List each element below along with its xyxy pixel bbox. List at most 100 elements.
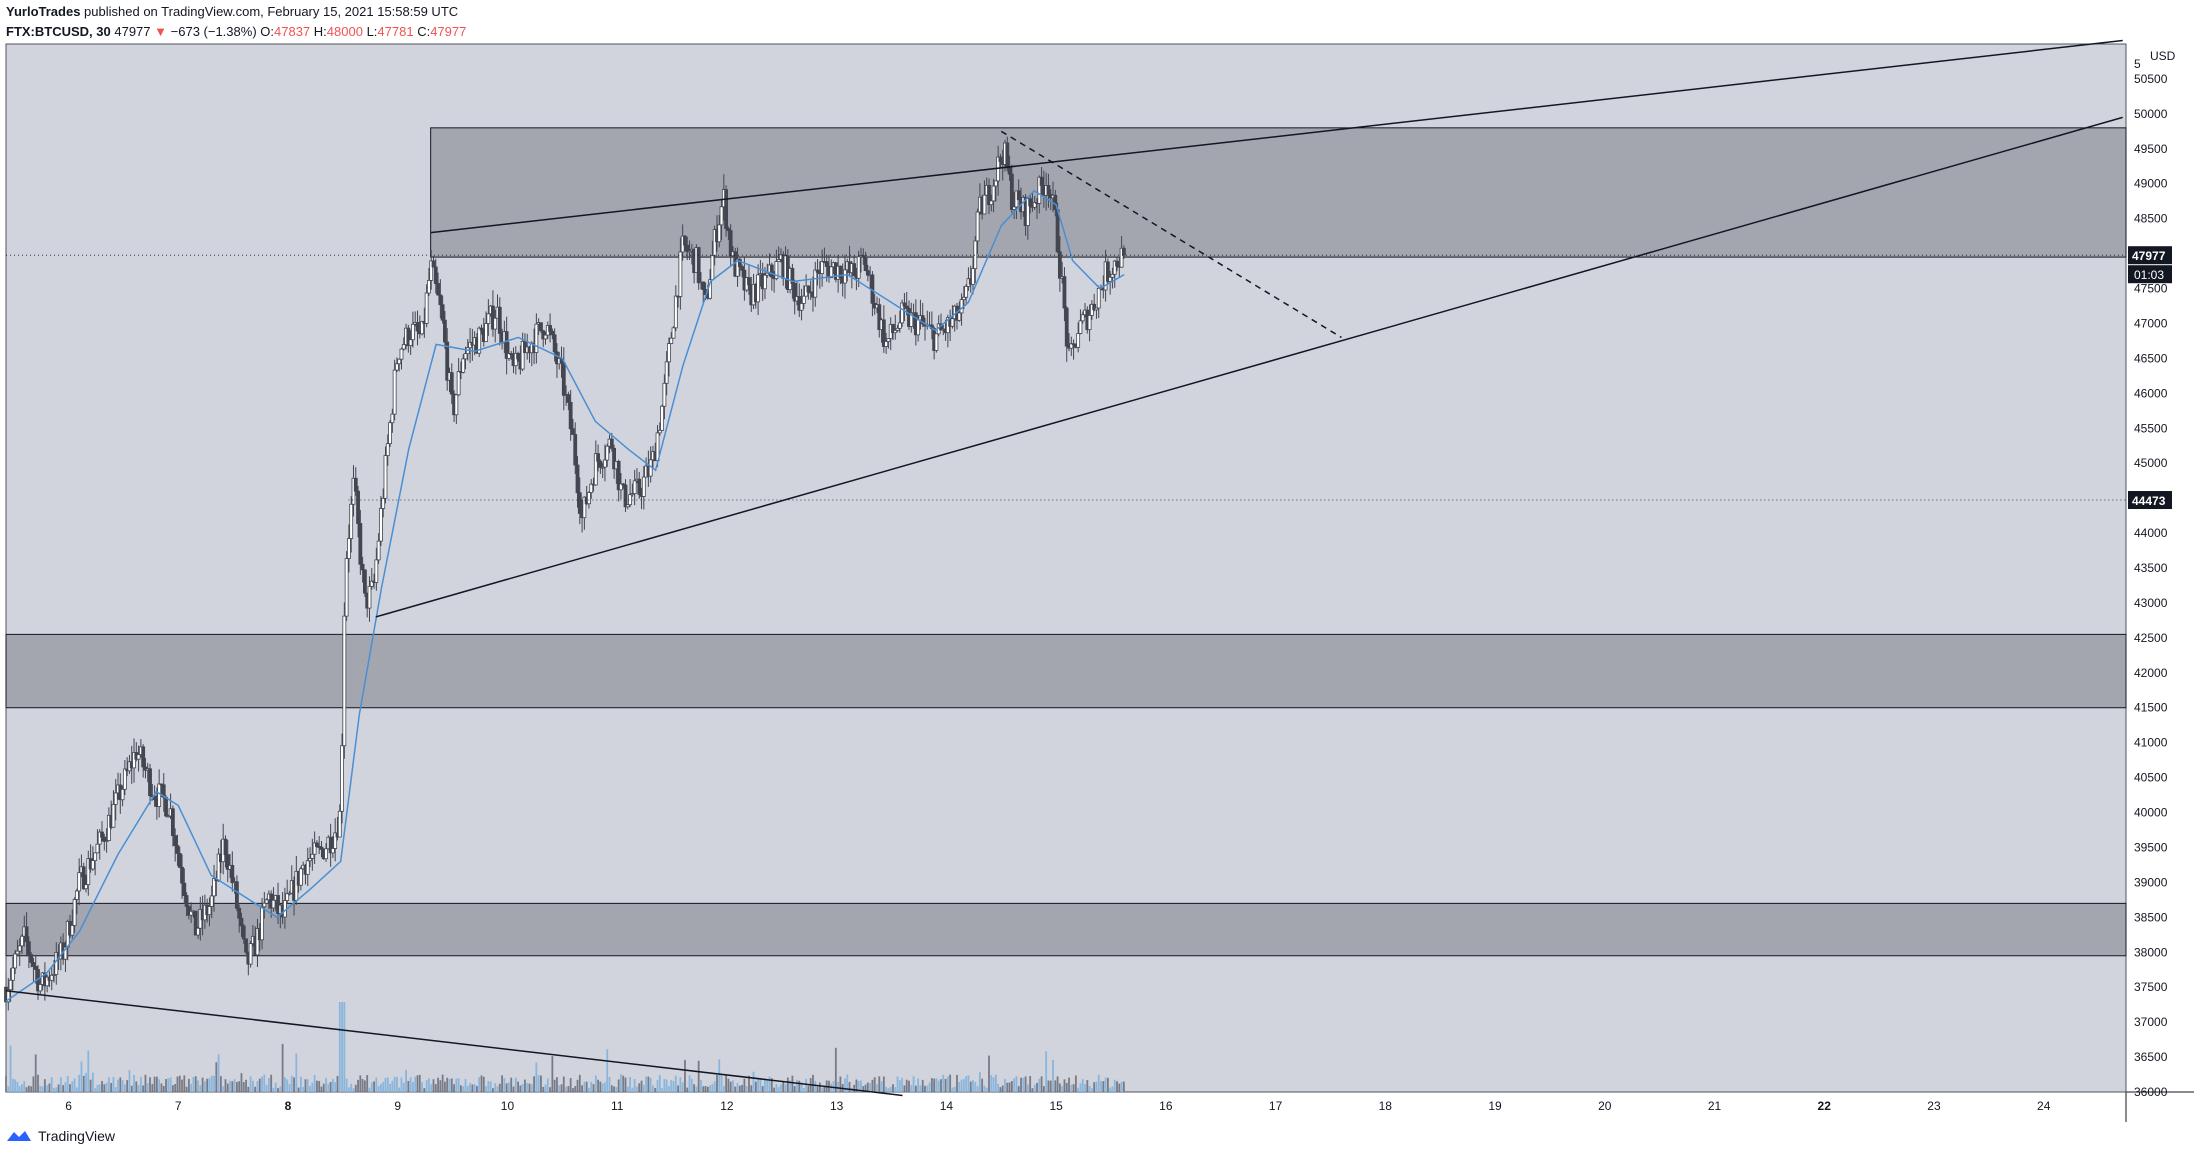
candle-body[interactable] [45, 976, 50, 987]
candle-body[interactable] [838, 265, 843, 279]
candle-body[interactable] [920, 315, 925, 325]
candle-body[interactable] [29, 954, 34, 963]
candle-body[interactable] [550, 331, 555, 336]
candle-body[interactable] [593, 453, 598, 486]
candle-body[interactable] [863, 256, 868, 272]
candle-body[interactable] [596, 453, 600, 462]
candle-body[interactable] [1039, 176, 1044, 186]
candle-body[interactable] [479, 327, 484, 331]
candle-body[interactable] [696, 247, 701, 284]
candle-body[interactable] [685, 244, 690, 253]
candle-body[interactable] [344, 558, 349, 617]
candle-body[interactable] [141, 746, 146, 768]
candle-body[interactable] [1005, 142, 1010, 169]
tradingview-brand[interactable]: TradingView [38, 1128, 116, 1144]
candle-body[interactable] [239, 917, 244, 927]
candle-body[interactable] [333, 832, 338, 849]
candle-body[interactable] [374, 559, 379, 583]
candle-body[interactable] [605, 445, 610, 461]
candle-body[interactable] [726, 228, 731, 232]
candle-body[interactable] [230, 864, 235, 884]
candle-body[interactable] [900, 302, 905, 324]
candle-body[interactable] [157, 783, 162, 807]
candle-body[interactable] [552, 334, 557, 353]
candle-body[interactable] [381, 497, 386, 509]
candle-body[interactable] [891, 324, 895, 334]
candle-body[interactable] [264, 899, 269, 904]
candle-body[interactable] [237, 907, 242, 919]
candle-body[interactable] [1064, 307, 1069, 347]
candle-body[interactable] [285, 893, 290, 901]
candle-body[interactable] [63, 946, 68, 960]
candle-body[interactable] [621, 483, 626, 486]
candle-body[interactable] [950, 318, 955, 327]
candle-body[interactable] [463, 353, 468, 360]
candle-body[interactable] [209, 895, 214, 907]
candle-body[interactable] [632, 480, 637, 494]
candle-body[interactable] [902, 302, 907, 307]
candle-body[interactable] [1076, 333, 1081, 348]
candle-body[interactable] [429, 260, 434, 281]
candle-body[interactable] [177, 853, 182, 868]
candle-body[interactable] [1009, 173, 1014, 210]
trendline-1[interactable] [375, 116, 2123, 618]
candle-body[interactable] [1105, 261, 1110, 282]
candle-body[interactable] [964, 286, 969, 298]
candle-body[interactable] [170, 808, 175, 837]
candle-body[interactable] [561, 362, 566, 396]
candle-body[interactable] [52, 974, 56, 976]
candle-body[interactable] [975, 211, 980, 242]
candle-body[interactable] [815, 269, 820, 273]
candle-body[interactable] [865, 270, 870, 276]
candle-body[interactable] [1057, 251, 1062, 279]
candle-body[interactable] [1112, 260, 1117, 275]
candle-body[interactable] [164, 796, 168, 817]
candle-body[interactable] [916, 319, 921, 336]
candle-body[interactable] [897, 322, 902, 329]
candle-body[interactable] [353, 477, 358, 492]
candle-body[interactable] [70, 925, 75, 936]
candle-body[interactable] [504, 331, 509, 359]
candle-body[interactable] [792, 283, 797, 302]
candle-body[interactable] [1046, 185, 1051, 195]
candle-body[interactable] [20, 935, 24, 947]
candle-body[interactable] [1028, 198, 1033, 207]
candle-body[interactable] [132, 752, 136, 769]
candle-body[interactable] [973, 240, 978, 270]
candle-body[interactable] [1096, 287, 1101, 309]
candle-body[interactable] [1032, 202, 1037, 208]
candle-body[interactable] [600, 466, 605, 469]
candle-body[interactable] [829, 266, 834, 279]
candle-body[interactable] [904, 305, 909, 309]
candle-body[interactable] [987, 184, 991, 206]
candle-body[interactable] [113, 792, 118, 805]
candle-body[interactable] [356, 490, 360, 524]
candle-body[interactable] [13, 953, 18, 969]
candle-body[interactable] [401, 344, 406, 350]
candle-body[interactable] [324, 848, 328, 860]
candle-body[interactable] [747, 277, 751, 286]
candle-body[interactable] [148, 768, 152, 797]
candle-body[interactable] [319, 846, 324, 850]
candle-body[interactable] [86, 858, 91, 886]
candle-body[interactable] [548, 325, 552, 332]
candle-body[interactable] [111, 804, 116, 828]
candle-body[interactable] [383, 455, 388, 499]
candle-body[interactable] [520, 340, 525, 370]
candle-body[interactable] [843, 269, 847, 284]
candle-body[interactable] [186, 906, 191, 916]
candle-body[interactable] [660, 405, 664, 431]
candle-body[interactable] [712, 229, 717, 257]
candle-body[interactable] [1007, 167, 1012, 175]
candle-body[interactable] [662, 382, 667, 407]
candle-body[interactable] [38, 984, 43, 992]
candle-body[interactable] [1092, 303, 1097, 311]
candle-body[interactable] [173, 835, 178, 846]
candle-body[interactable] [120, 788, 125, 801]
candle-body[interactable] [287, 892, 292, 895]
candle-body[interactable] [24, 926, 29, 943]
candle-body[interactable] [673, 295, 678, 329]
candle-body[interactable] [49, 974, 54, 981]
candle-body[interactable] [312, 842, 317, 855]
